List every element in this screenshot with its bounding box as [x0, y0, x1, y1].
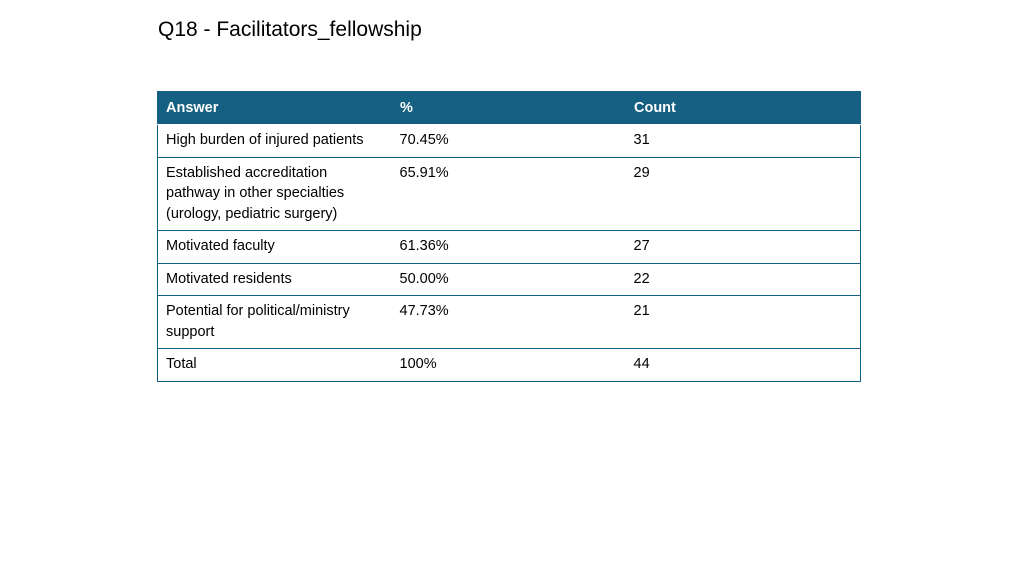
table-row: Motivated faculty 61.36% 27 [157, 230, 861, 264]
answer-cell: Established accreditation pathway in oth… [157, 156, 392, 231]
percent-cell: 50.00% [391, 262, 626, 296]
percent-cell: 100% [391, 348, 626, 382]
table-row: Potential for political/ministry support… [157, 295, 861, 349]
percent-cell: 65.91% [391, 156, 626, 231]
results-table: Answer % Count High burden of injured pa… [157, 91, 861, 382]
table-row: Motivated residents 50.00% 22 [157, 262, 861, 296]
percent-cell: 70.45% [391, 124, 626, 158]
percent-cell: 47.73% [391, 295, 626, 349]
column-header-answer: Answer [157, 91, 392, 125]
column-header-percent: % [391, 91, 626, 125]
answer-cell: Potential for political/ministry support [157, 295, 392, 349]
table-header-row: Answer % Count [157, 91, 861, 125]
count-cell: 22 [625, 262, 861, 296]
answer-cell: Total [157, 348, 392, 382]
slide-title: Q18 - Facilitators_fellowship [158, 18, 422, 41]
answer-cell: Motivated faculty [157, 230, 392, 264]
table-row: Established accreditation pathway in oth… [157, 156, 861, 231]
count-cell: 27 [625, 230, 861, 264]
percent-cell: 61.36% [391, 230, 626, 264]
column-header-count: Count [625, 91, 861, 125]
count-cell: 31 [625, 124, 861, 158]
answer-cell: Motivated residents [157, 262, 392, 296]
table-row: High burden of injured patients 70.45% 3… [157, 124, 861, 158]
count-cell: 29 [625, 156, 861, 231]
count-cell: 21 [625, 295, 861, 349]
count-cell: 44 [625, 348, 861, 382]
table-row-total: Total 100% 44 [157, 348, 861, 382]
answer-cell: High burden of injured patients [157, 124, 392, 158]
